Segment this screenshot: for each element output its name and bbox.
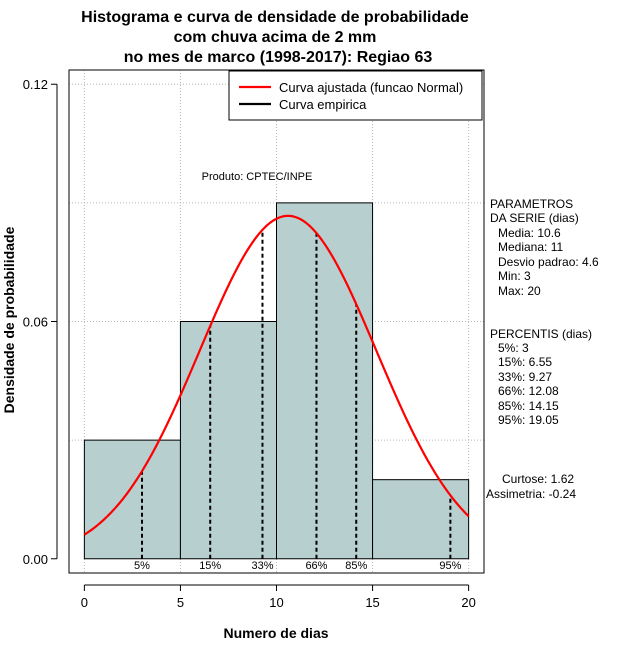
percentile-lines [141, 229, 452, 559]
y-tick-label-0: 0.00 [23, 552, 48, 567]
x-axis: 0 5 10 15 20 [81, 584, 476, 610]
plot-frame [68, 69, 485, 574]
percentil-33: 33%: 9.27 [498, 370, 552, 384]
param-desvio: Desvio padrao: 4.6 [498, 255, 599, 269]
fitted-normal-curve [83, 214, 470, 536]
histogram-bar-3 [372, 479, 470, 560]
param-max: Max: 20 [498, 284, 541, 298]
param-min: Min: 3 [498, 269, 531, 283]
product-annotation: Produto: CPTEC/INPE [202, 171, 313, 183]
percentil-66: 66%: 12.08 [498, 384, 559, 398]
params-title-1: PARAMETROS [490, 197, 573, 211]
histogram-bar-2 [276, 202, 374, 560]
y-tick-label-2: 0.12 [23, 77, 48, 92]
y-tick-label-1: 0.06 [23, 315, 48, 330]
percentile-labels: 5% 15% 33% 66% 85% 95% [134, 560, 462, 572]
x-tick-label-4: 20 [461, 595, 475, 610]
legend-empirical-label: Curva empirica [279, 97, 367, 112]
percentis-title: PERCENTIS (dias) [490, 327, 592, 341]
param-media: Media: 10.6 [498, 226, 561, 240]
percentil-85: 85%: 14.15 [498, 399, 559, 413]
percentile-label-3: 66% [305, 560, 327, 572]
x-tick-label-1: 5 [177, 595, 184, 610]
histogram-bars [83, 202, 470, 560]
x-tick-label-3: 15 [365, 595, 379, 610]
percentile-label-2: 33% [251, 560, 273, 572]
x-tick-label-0: 0 [81, 595, 88, 610]
curtose: Curtose: 1.62 [502, 472, 574, 486]
percentile-label-5: 95% [439, 560, 461, 572]
percentile-label-1: 15% [199, 560, 221, 572]
legend-fitted-label: Curva ajustada (funcao Normal) [279, 80, 463, 95]
side-panel: PARAMETROS DA SERIE (dias) Media: 10.6 M… [486, 197, 599, 501]
assimetria: Assimetria: -0.24 [486, 487, 576, 501]
chart-title-line-2: com chuva acima de 2 mm [174, 29, 377, 46]
percentil-95: 95%: 19.05 [498, 413, 559, 427]
y-axis: 0.00 0.06 0.12 [23, 77, 58, 567]
chart-title-line-3: no mes de marco (1998-2017): Regiao 63 [124, 49, 433, 66]
histogram-bar-0 [83, 439, 181, 560]
x-tick-label-2: 10 [269, 595, 283, 610]
legend: Curva ajustada (funcao Normal) Curva emp… [228, 70, 483, 121]
chart-title-line-1: Histograma e curva de densidade de proba… [81, 9, 469, 26]
params-title-2: DA SERIE (dias) [490, 211, 579, 225]
percentil-5: 5%: 3 [498, 341, 529, 355]
y-axis-title: Densidade de probabilidade [1, 226, 17, 413]
percentil-15: 15%: 6.55 [498, 355, 552, 369]
x-axis-title: Numero de dias [223, 625, 328, 641]
param-mediana: Mediana: 11 [498, 240, 563, 254]
legend-box [228, 70, 483, 121]
percentile-label-4: 85% [345, 560, 367, 572]
percentile-label-0: 5% [134, 560, 150, 572]
